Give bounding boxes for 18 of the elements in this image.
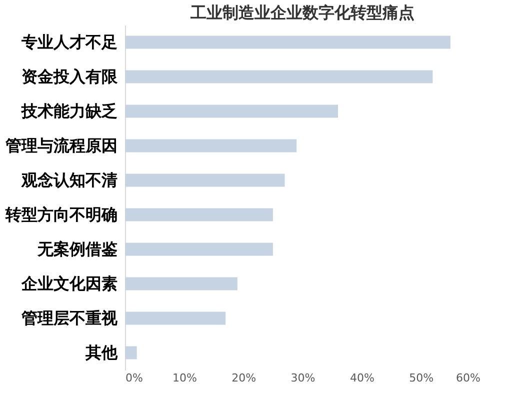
x-tick-label: 50% bbox=[409, 372, 434, 384]
y-tick-label: 转型方向不明确 bbox=[4, 204, 118, 224]
y-tick-label: 资金投入有限 bbox=[22, 66, 118, 86]
x-tick-label: 20% bbox=[232, 372, 256, 384]
y-tick-label: 管理与流程原因 bbox=[4, 136, 118, 155]
x-tick-label: 10% bbox=[172, 372, 197, 384]
x-tick-label: 30% bbox=[290, 372, 316, 384]
y-tick-label: 观念认知不清 bbox=[20, 170, 118, 190]
chart-title: 工业制造业企业数字化转型痛点 bbox=[190, 3, 414, 22]
y-tick-label: 企业文化因素 bbox=[20, 274, 118, 293]
y-tick-label: 技术能力缺乏 bbox=[20, 101, 118, 120]
y-tick-label: 其他 bbox=[84, 342, 118, 362]
x-tick-label: 60% bbox=[456, 372, 480, 384]
x-tick-label: 0% bbox=[126, 372, 143, 384]
y-tick-label: 管理层不重视 bbox=[20, 308, 118, 328]
y-tick-label: 专业人才不足 bbox=[20, 32, 118, 52]
y-tick-label: 无案例借鉴 bbox=[36, 239, 118, 258]
x-tick-label: 40% bbox=[350, 372, 374, 384]
